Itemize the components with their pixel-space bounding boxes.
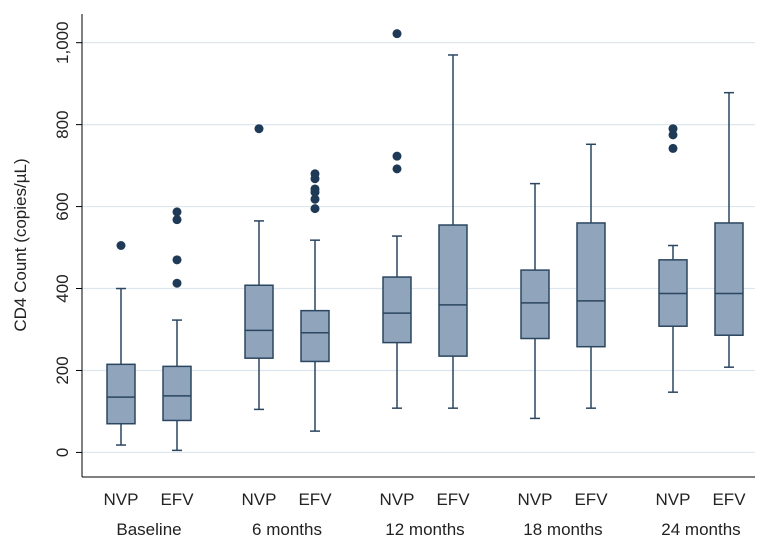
y-tick-label: 800 [53, 110, 72, 138]
iqr-box [576, 222, 606, 348]
outlier-point [668, 143, 678, 153]
outlier-point [392, 151, 402, 161]
y-tick-label: 400 [53, 274, 72, 302]
gridlines [82, 42, 755, 454]
x-box-label: EFV [574, 490, 608, 509]
outlier-point [172, 215, 182, 225]
outlier-point [172, 207, 182, 217]
outlier-point [310, 169, 320, 179]
box-12-months-nvp [382, 29, 412, 409]
x-box-label: NVP [104, 490, 139, 509]
y-tick-label: 200 [53, 356, 72, 384]
x-group-label: 24 months [661, 520, 740, 539]
x-box-label: EFV [160, 490, 194, 509]
x-box-label: NVP [242, 490, 277, 509]
box-6-months-nvp [244, 124, 274, 411]
box-24-months-nvp [658, 124, 688, 393]
outlier-point [254, 124, 264, 134]
x-box-label: NVP [380, 490, 415, 509]
iqr-box [520, 269, 550, 340]
labels: 0 200 400 600 800 1,000 NVP EFV Baseline NVP EFV 6 … [53, 21, 746, 539]
y-tick-label: 1,000 [53, 21, 72, 64]
x-group-label: 6 months [252, 520, 322, 539]
y-tick-label: 0 [53, 448, 72, 457]
box-6-months-efv [300, 169, 330, 432]
x-box-label: EFV [298, 490, 332, 509]
outlier-point [392, 164, 402, 174]
outlier-point [310, 194, 320, 204]
box-baseline-nvp [106, 241, 136, 446]
iqr-box [438, 224, 468, 357]
outlier-point [668, 124, 678, 134]
x-group-label: 12 months [385, 520, 464, 539]
x-box-label: NVP [656, 490, 691, 509]
iqr-box [244, 284, 274, 359]
box-18-months-nvp [520, 182, 550, 420]
outlier-point [310, 184, 320, 194]
x-box-label: NVP [518, 490, 553, 509]
iqr-box [300, 309, 330, 363]
y-axis-title: CD4 Count (copies/µL) [11, 158, 30, 331]
x-box-label: EFV [436, 490, 470, 509]
outlier-point [310, 204, 320, 214]
outlier-point [172, 255, 182, 265]
boxes [106, 29, 744, 452]
x-box-label: EFV [712, 490, 746, 509]
outlier-point [392, 29, 402, 39]
y-tick-label: 600 [53, 192, 72, 220]
axes [76, 14, 755, 478]
iqr-box [162, 365, 192, 422]
iqr-box [106, 363, 136, 425]
x-group-label: Baseline [116, 520, 181, 539]
x-group-label: 18 months [523, 520, 602, 539]
outlier-point [116, 241, 126, 250]
box-18-months-efv [576, 143, 606, 409]
iqr-box [382, 276, 412, 344]
outlier-point [172, 278, 182, 288]
box-24-months-efv [714, 91, 744, 368]
box-12-months-efv [438, 54, 468, 409]
iqr-box [714, 222, 744, 336]
box-baseline-efv [162, 207, 192, 452]
